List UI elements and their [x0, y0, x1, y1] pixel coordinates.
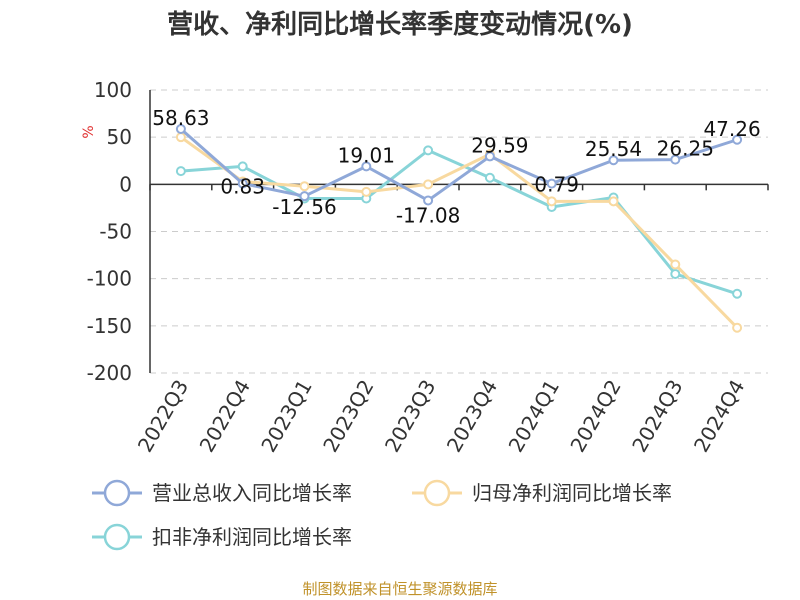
- data-point: [237, 161, 248, 172]
- series-line: [180, 135, 739, 329]
- data-label: 0.83: [220, 175, 265, 199]
- data-point: [361, 161, 372, 172]
- data-point: [732, 134, 743, 145]
- data-point: [299, 181, 310, 192]
- data-label: -12.56: [272, 195, 336, 219]
- x-tick-label: 2023Q1: [256, 376, 316, 457]
- legend-label: 扣非净利润同比增长率: [152, 525, 352, 549]
- data-labels: 58.63 0.83 -12.56 19.01 -17.08 29.590.7925.54…: [152, 106, 760, 227]
- data-point: [175, 132, 186, 143]
- x-tick-label: 2024Q1: [504, 376, 564, 457]
- data-label: 19.01: [338, 143, 395, 167]
- data-label: 26.25: [657, 137, 714, 161]
- x-tick-label: 2023Q2: [318, 376, 378, 457]
- y-tick-label: 100: [94, 78, 132, 102]
- data-label: 25.54: [585, 137, 642, 161]
- x-tick-label: 2022Q4: [195, 376, 255, 457]
- data-label: -17.08: [396, 203, 460, 227]
- legend-label: 归母净利润同比增长率: [472, 481, 672, 505]
- x-tick-label: 2022Q3: [133, 376, 193, 457]
- data-point: [175, 166, 186, 177]
- x-tick-label: 2024Q2: [565, 376, 625, 457]
- data-point: [546, 178, 557, 189]
- data-point: [484, 172, 495, 183]
- x-tick-label: 2023Q4: [442, 376, 502, 457]
- data-point: [175, 124, 186, 135]
- data-point: [732, 322, 743, 333]
- data-point: [732, 288, 743, 299]
- data-label: 58.63: [152, 106, 209, 130]
- data-point: [608, 155, 619, 166]
- legend-swatch-marker: [423, 479, 451, 507]
- data-label: 29.59: [471, 133, 528, 157]
- chart-title: 营收、净利同比增长率季度变动情况(%): [167, 9, 633, 40]
- data-point: [423, 195, 434, 206]
- y-tick-label: -50: [99, 220, 132, 244]
- data-label: 47.26: [703, 117, 760, 141]
- data-label: 0.79: [534, 173, 579, 197]
- data-point: [423, 179, 434, 190]
- y-tick-label: -200: [87, 361, 132, 385]
- data-point: [423, 145, 434, 156]
- data-point: [670, 259, 681, 270]
- data-point: [237, 178, 248, 189]
- x-tick-label: 2024Q4: [689, 376, 749, 457]
- x-tick-label: 2024Q3: [627, 376, 687, 457]
- data-point: [361, 186, 372, 197]
- grid-lines: [150, 89, 768, 374]
- data-point: [670, 268, 681, 279]
- legend-swatch-marker: [103, 479, 131, 507]
- legend-label: 营业总收入同比增长率: [152, 481, 352, 505]
- y-tick-label: 50: [107, 125, 132, 149]
- x-tick-label: 2023Q3: [380, 375, 440, 456]
- y-axis-label: %: [81, 125, 97, 138]
- y-tick-label: -100: [87, 267, 132, 291]
- y-tick-label: -150: [87, 314, 132, 338]
- y-tick-label: 0: [119, 172, 132, 196]
- data-point: [608, 196, 619, 207]
- data-point: [546, 196, 557, 207]
- data-point: [484, 151, 495, 162]
- data-point: [299, 191, 310, 202]
- series-line: [179, 127, 738, 202]
- data-point: [670, 154, 681, 165]
- series-lines: [175, 124, 743, 333]
- legend-swatch-marker: [103, 523, 131, 551]
- source-note: 制图数据来自恒生聚源数据库: [302, 580, 497, 598]
